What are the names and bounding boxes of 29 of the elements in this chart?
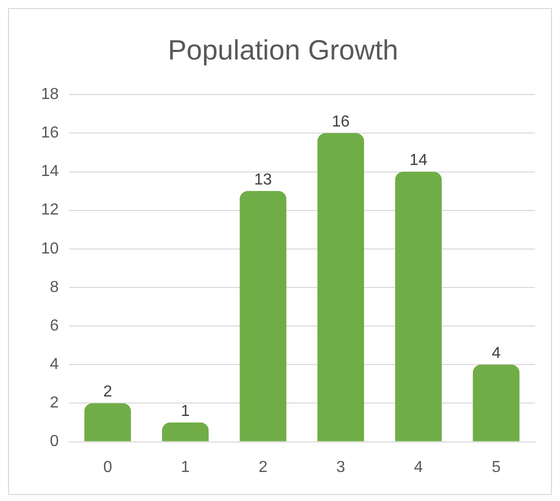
x-tick-label: 5 (492, 458, 501, 476)
x-tick-label: 4 (414, 458, 423, 476)
y-tick-label: 18 (41, 86, 59, 104)
x-tick-label: 0 (103, 458, 112, 476)
y-tick-label: 12 (41, 202, 59, 219)
data-label: 16 (332, 114, 350, 131)
y-tick-label: 8 (50, 278, 59, 296)
x-tick-label: 1 (180, 458, 190, 476)
chart-title: Population Growth (168, 34, 398, 66)
data-label: 14 (410, 152, 428, 170)
x-tick-label: 2 (258, 458, 268, 476)
x-tick-label: 3 (336, 458, 346, 476)
data-label: 2 (103, 384, 112, 401)
data-label: 13 (254, 171, 272, 188)
data-label: 4 (492, 345, 501, 362)
bar (395, 172, 442, 442)
bar (317, 133, 364, 442)
y-tick-label: 2 (50, 394, 59, 412)
y-tick-label: 4 (50, 356, 59, 374)
y-tick-label: 0 (50, 433, 59, 450)
bar (162, 422, 209, 442)
y-tick-label: 16 (41, 124, 59, 142)
y-tick-label: 14 (41, 163, 59, 180)
data-label: 1 (180, 402, 190, 420)
bar (84, 403, 131, 442)
y-tick-label: 10 (41, 240, 59, 258)
y-tick-label: 6 (50, 317, 59, 334)
bar (472, 364, 520, 442)
bar (240, 191, 286, 442)
